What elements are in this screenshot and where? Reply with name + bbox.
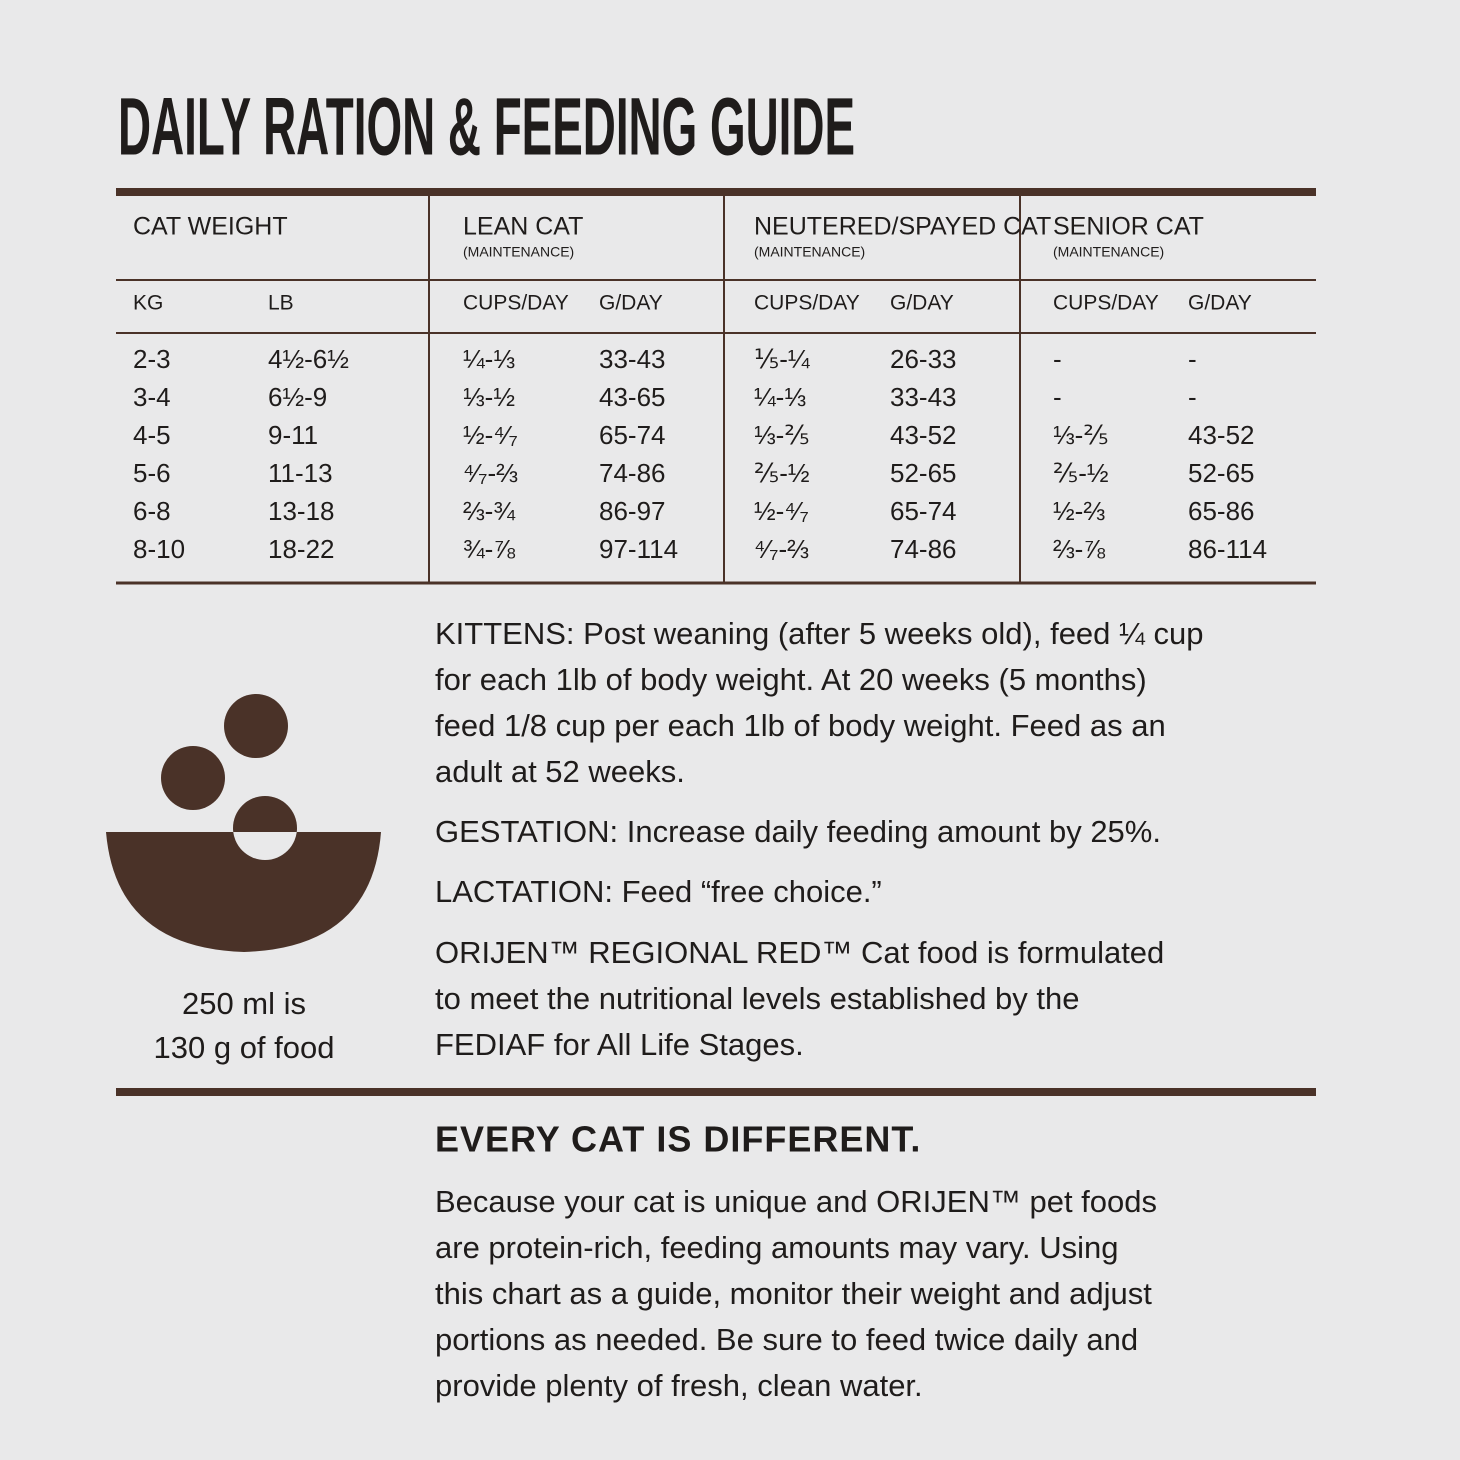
group-note: (MAINTENANCE) xyxy=(754,244,865,260)
subheader: CUPS/DAY xyxy=(754,292,860,315)
group-note: (MAINTENANCE) xyxy=(1053,244,1164,260)
table-cell: - xyxy=(1188,382,1197,412)
table-cell: 8-10 xyxy=(133,534,185,564)
table-cell: ½-⁴⁄₇ xyxy=(463,420,518,450)
table-cell: 43-52 xyxy=(1188,420,1255,450)
table-cell: 9-11 xyxy=(268,420,318,450)
footer-line: provide plenty of fresh, clean water. xyxy=(435,1368,923,1403)
table-cell: - xyxy=(1053,382,1062,412)
table-cell: 74-86 xyxy=(599,458,666,488)
group-header: CAT WEIGHT xyxy=(133,213,288,241)
subheader: LB xyxy=(268,292,294,315)
footer-heading: EVERY CAT IS DIFFERENT. xyxy=(435,1119,921,1160)
table-cell: ⅔-¾ xyxy=(463,496,515,526)
table-cell: 18-22 xyxy=(268,534,335,564)
note-line: GESTATION: Increase daily feeding amount… xyxy=(435,814,1161,849)
kibble xyxy=(224,694,288,758)
top-rule xyxy=(116,188,1316,196)
table-cell: ⅓-⅖ xyxy=(1053,420,1109,450)
subheader: G/DAY xyxy=(1188,292,1252,315)
footer-line: Because your cat is unique and ORIJEN™ p… xyxy=(435,1184,1157,1219)
icon-caption: 250 ml is xyxy=(182,986,306,1021)
title: DAILY RATION & FEEDING GUIDE xyxy=(118,82,855,173)
table-cell: 4½-6½ xyxy=(268,344,349,374)
table-cell: 74-86 xyxy=(890,534,957,564)
table-cell: 2-3 xyxy=(133,344,171,374)
table-cell: 86-114 xyxy=(1188,534,1267,564)
table-cell: 43-65 xyxy=(599,382,666,412)
table-cell: 52-65 xyxy=(890,458,957,488)
footer-line: are protein-rich, feeding amounts may va… xyxy=(435,1230,1118,1265)
footer-line: portions as needed. Be sure to feed twic… xyxy=(435,1322,1138,1357)
table-cell: - xyxy=(1053,344,1062,374)
note-line: FEDIAF for All Life Stages. xyxy=(435,1027,804,1062)
table-cell: 65-86 xyxy=(1188,496,1255,526)
table-cell: 33-43 xyxy=(599,344,666,374)
table-cell: ¼-⅓ xyxy=(463,344,515,374)
table-cell: ¾-⅞ xyxy=(463,534,515,564)
icon-caption: 130 g of food xyxy=(154,1030,335,1065)
footer-line: this chart as a guide, monitor their wei… xyxy=(435,1276,1152,1311)
note-line: feed 1/8 cup per each 1lb of body weight… xyxy=(435,708,1166,743)
table-cell: ⅓-½ xyxy=(463,382,515,412)
table-cell: 11-13 xyxy=(268,458,333,488)
kibble xyxy=(233,796,297,832)
group-note: (MAINTENANCE) xyxy=(463,244,574,260)
table-cell: ⅖-½ xyxy=(754,458,810,488)
table-cell: ½-⁴⁄₇ xyxy=(754,496,809,526)
group-header: LEAN CAT xyxy=(463,213,583,241)
subheader: CUPS/DAY xyxy=(1053,292,1159,315)
middle-rule xyxy=(116,1088,1316,1096)
subheader: CUPS/DAY xyxy=(463,292,569,315)
note-line: for each 1lb of body weight. At 20 weeks… xyxy=(435,662,1147,697)
table-cell: 4-5 xyxy=(133,420,171,450)
table-cell: ⅔-⅞ xyxy=(1053,534,1105,564)
table-cell: ¼-⅓ xyxy=(754,382,806,412)
table-cell: 43-52 xyxy=(890,420,957,450)
table-cell: 52-65 xyxy=(1188,458,1255,488)
subheader: G/DAY xyxy=(599,292,663,315)
bowl-icon xyxy=(106,694,381,952)
table-cell: - xyxy=(1188,344,1197,374)
table-cell: 6-8 xyxy=(133,496,171,526)
subheader: G/DAY xyxy=(890,292,954,315)
table-cell: 86-97 xyxy=(599,496,666,526)
group-header: SENIOR CAT xyxy=(1053,213,1204,241)
bowl xyxy=(106,832,381,952)
note-line: ORIJEN™ REGIONAL RED™ Cat food is formul… xyxy=(435,935,1164,970)
table-cell: ½-⅔ xyxy=(1053,496,1105,526)
group-header: NEUTERED/SPAYED CAT xyxy=(754,213,1051,241)
note-line: to meet the nutritional levels establish… xyxy=(435,981,1080,1016)
table-cell: ⅕-¼ xyxy=(754,344,810,374)
table-cell: ⅖-½ xyxy=(1053,458,1109,488)
note-line: LACTATION: Feed “free choice.” xyxy=(435,874,882,909)
table-cell: ⁴⁄₇-⅔ xyxy=(463,458,518,488)
table-cell: 3-4 xyxy=(133,382,171,412)
note-line: KITTENS: Post weaning (after 5 weeks old… xyxy=(435,616,1203,651)
table-cell: ⁴⁄₇-⅔ xyxy=(754,534,809,564)
table-cell: 97-114 xyxy=(599,534,678,564)
table-cell: 65-74 xyxy=(599,420,666,450)
note-line: adult at 52 weeks. xyxy=(435,754,685,789)
table-cell: 6½-9 xyxy=(268,382,327,412)
subheader: KG xyxy=(133,292,163,315)
kibble-in-bowl xyxy=(233,832,297,860)
table-cell: 13-18 xyxy=(268,496,335,526)
table-cell: 5-6 xyxy=(133,458,171,488)
kibble xyxy=(161,746,225,810)
table-cell: ⅓-⅖ xyxy=(754,420,810,450)
table-cell: 26-33 xyxy=(890,344,957,374)
table-cell: 33-43 xyxy=(890,382,957,412)
table-cell: 65-74 xyxy=(890,496,957,526)
